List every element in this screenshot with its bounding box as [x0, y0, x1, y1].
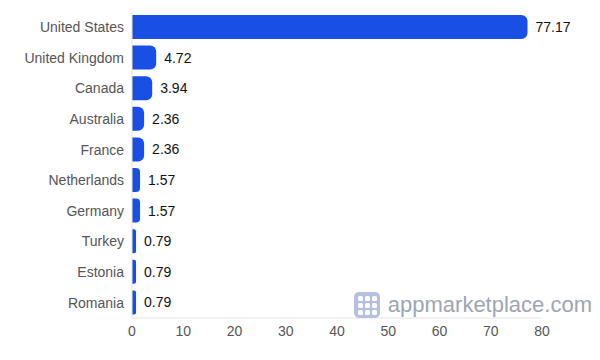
svg-text:20: 20 [227, 323, 243, 339]
html-text:appmarketplace.com: appmarketplace.com [387, 292, 592, 317]
svg-text:40: 40 [329, 323, 345, 339]
svg-text:50: 50 [380, 323, 396, 339]
svg-text:3.94: 3.94 [160, 80, 187, 96]
svg-text:Netherlands: Netherlands [49, 172, 125, 188]
svg-text:2.36: 2.36 [152, 111, 179, 127]
svg-text:0.79: 0.79 [144, 294, 171, 310]
svg-text:United Kingdom: United Kingdom [24, 50, 124, 66]
svg-text:Estonia: Estonia [77, 264, 124, 280]
svg-text:60: 60 [432, 323, 448, 339]
svg-text:Australia: Australia [70, 111, 125, 127]
svg-text:United States: United States [40, 19, 124, 35]
svg-text:1.57: 1.57 [148, 172, 175, 188]
svg-text:0: 0 [128, 323, 136, 339]
svg-text:70: 70 [483, 323, 499, 339]
svg-text:80: 80 [534, 323, 550, 339]
svg-text:77.17: 77.17 [535, 19, 570, 35]
svg-text:1.57: 1.57 [148, 203, 175, 219]
svg-text:Romania: Romania [68, 295, 124, 311]
svg-text:10: 10 [175, 323, 191, 339]
svg-text:Canada: Canada [75, 80, 124, 96]
svg-text:Germany: Germany [66, 203, 124, 219]
svg-text:30: 30 [278, 323, 294, 339]
svg-text:France: France [80, 142, 124, 158]
svg-text:0.79: 0.79 [144, 233, 171, 249]
svg-text:4.72: 4.72 [164, 50, 191, 66]
svg-text:Turkey: Turkey [82, 233, 124, 249]
svg-text:0.79: 0.79 [144, 264, 171, 280]
svg-text:2.36: 2.36 [152, 141, 179, 157]
